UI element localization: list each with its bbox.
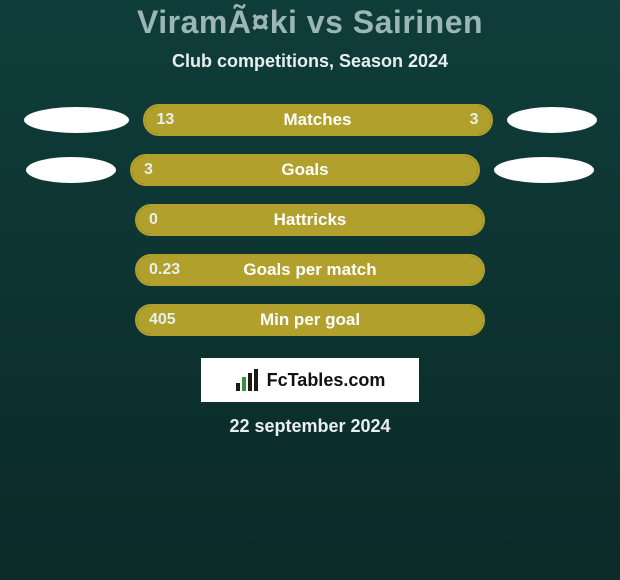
- left-oval: [24, 107, 129, 133]
- stat-bar: 0Hattricks: [135, 204, 485, 236]
- left-oval: [26, 157, 116, 183]
- stat-row: 13Matches3: [0, 104, 620, 136]
- bar-left-fill: [132, 156, 478, 184]
- date-label: 22 september 2024: [229, 416, 390, 437]
- stat-row: 3Goals: [0, 154, 620, 186]
- stat-bar: 0.23Goals per match: [135, 254, 485, 286]
- right-oval: [494, 157, 594, 183]
- stat-bar: 3Goals: [130, 154, 480, 186]
- bar-left-fill: [137, 306, 483, 334]
- stat-rows: 13Matches3 3Goals 0Hattricks 0.23Goals per …: [0, 104, 620, 336]
- right-oval: [507, 107, 597, 133]
- stat-row: 0.23Goals per match: [0, 254, 620, 286]
- fctables-logo-icon: [235, 369, 261, 391]
- stat-bar: 13Matches3: [143, 104, 493, 136]
- bar-right-fill: [407, 106, 490, 134]
- stat-row: 0Hattricks: [0, 204, 620, 236]
- bar-left-fill: [137, 206, 483, 234]
- stat-bar: 405Min per goal: [135, 304, 485, 336]
- bar-left-fill: [145, 106, 408, 134]
- logo-badge: FcTables.com: [201, 358, 419, 402]
- page-title: ViramÃ¤ki vs Sairinen: [137, 4, 483, 41]
- bar-left-fill: [137, 256, 483, 284]
- stat-row: 405Min per goal: [0, 304, 620, 336]
- comparison-card: ViramÃ¤ki vs Sairinen Club competitions,…: [0, 0, 620, 580]
- logo-text: FcTables.com: [267, 370, 386, 391]
- subtitle: Club competitions, Season 2024: [172, 51, 448, 72]
